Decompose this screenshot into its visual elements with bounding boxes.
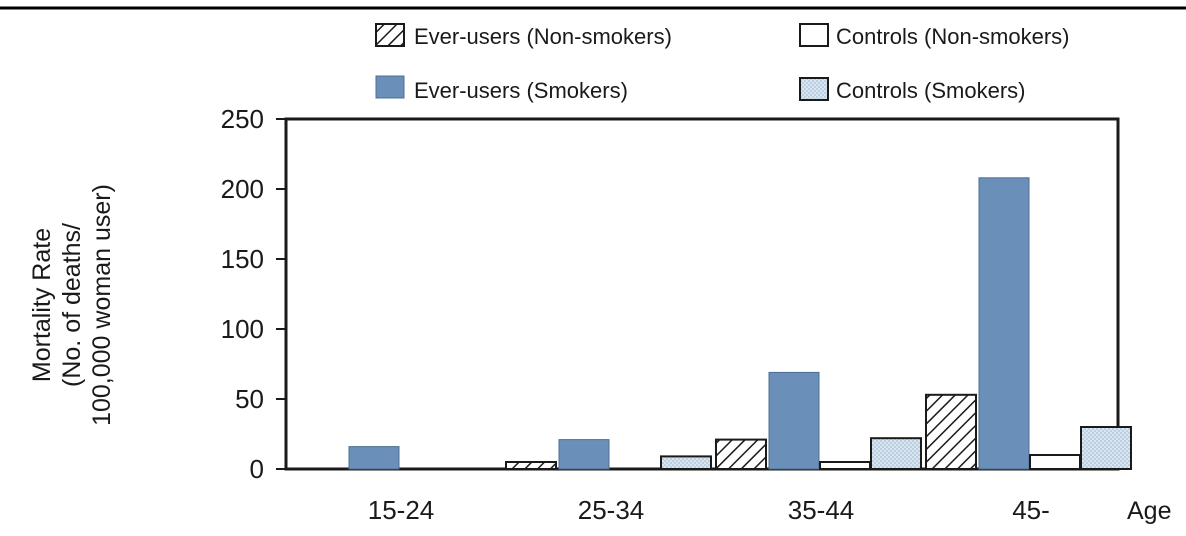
legend-swatch-controls-smokers [799, 77, 829, 101]
y-tick-label: 250 [221, 104, 264, 134]
y-tick-label: 200 [221, 174, 264, 204]
x-tick-label: 35-44 [788, 495, 855, 525]
x-tick-label: 25-34 [578, 495, 645, 525]
legend-label-controls-nonsmokers: Controls (Non-smokers) [836, 24, 1070, 49]
y-axis-title-line-1: Mortality Rate [28, 228, 56, 382]
bar-ever_nonsmokers-3544 [715, 438, 767, 471]
x-axis-title: Age [1127, 497, 1171, 525]
legend: Ever-users (Non-smokers) Controls (Non-s… [375, 23, 1070, 103]
legend-label-controls-smokers: Controls (Smokers) [836, 78, 1025, 103]
y-tick-label: 150 [221, 244, 264, 274]
bar-controls_smokers-3544 [870, 437, 922, 471]
bar-ever_smokers-1524 [348, 446, 400, 470]
bar-controls_smokers-45 [1080, 426, 1132, 470]
bar-ever_smokers-2534 [558, 439, 610, 470]
y-axis-title-line-2: (No. of deaths/ [58, 223, 86, 387]
bar-ever_smokers-45 [978, 177, 1030, 470]
bar-ever_smokers-3544 [768, 371, 820, 470]
bars [348, 177, 1132, 471]
y-tick-label: 100 [221, 314, 264, 344]
y-axis-title-line-3: 100,000 woman user) [88, 184, 116, 426]
x-tick-labels: 15-24 25-34 35-44 45- [368, 495, 1050, 525]
bar-controls_nonsmokers-45 [1029, 454, 1081, 470]
bar-controls_nonsmokers-3544 [819, 461, 871, 470]
x-tick-label: 45- [1012, 495, 1050, 525]
y-tick-label: 50 [235, 384, 264, 414]
y-axis-title: Mortality Rate (No. of deaths/ 100,000 w… [28, 184, 116, 426]
bar-ever_nonsmokers-2534 [505, 461, 557, 470]
y-ticks: 0 50 100 150 200 250 [221, 104, 286, 484]
x-tick-label: 15-24 [368, 495, 435, 525]
bar-ever_nonsmokers-45 [925, 393, 977, 470]
legend-label-ever-smokers: Ever-users (Smokers) [414, 78, 628, 103]
bar-controls_smokers-2534 [660, 455, 712, 470]
legend-swatch-ever-smokers [375, 75, 405, 99]
legend-swatch-controls-nonsmokers [799, 23, 829, 47]
legend-swatch-ever-nonsmokers [375, 23, 405, 47]
legend-label-ever-nonsmokers: Ever-users (Non-smokers) [414, 24, 672, 49]
y-tick-label: 0 [250, 454, 264, 484]
